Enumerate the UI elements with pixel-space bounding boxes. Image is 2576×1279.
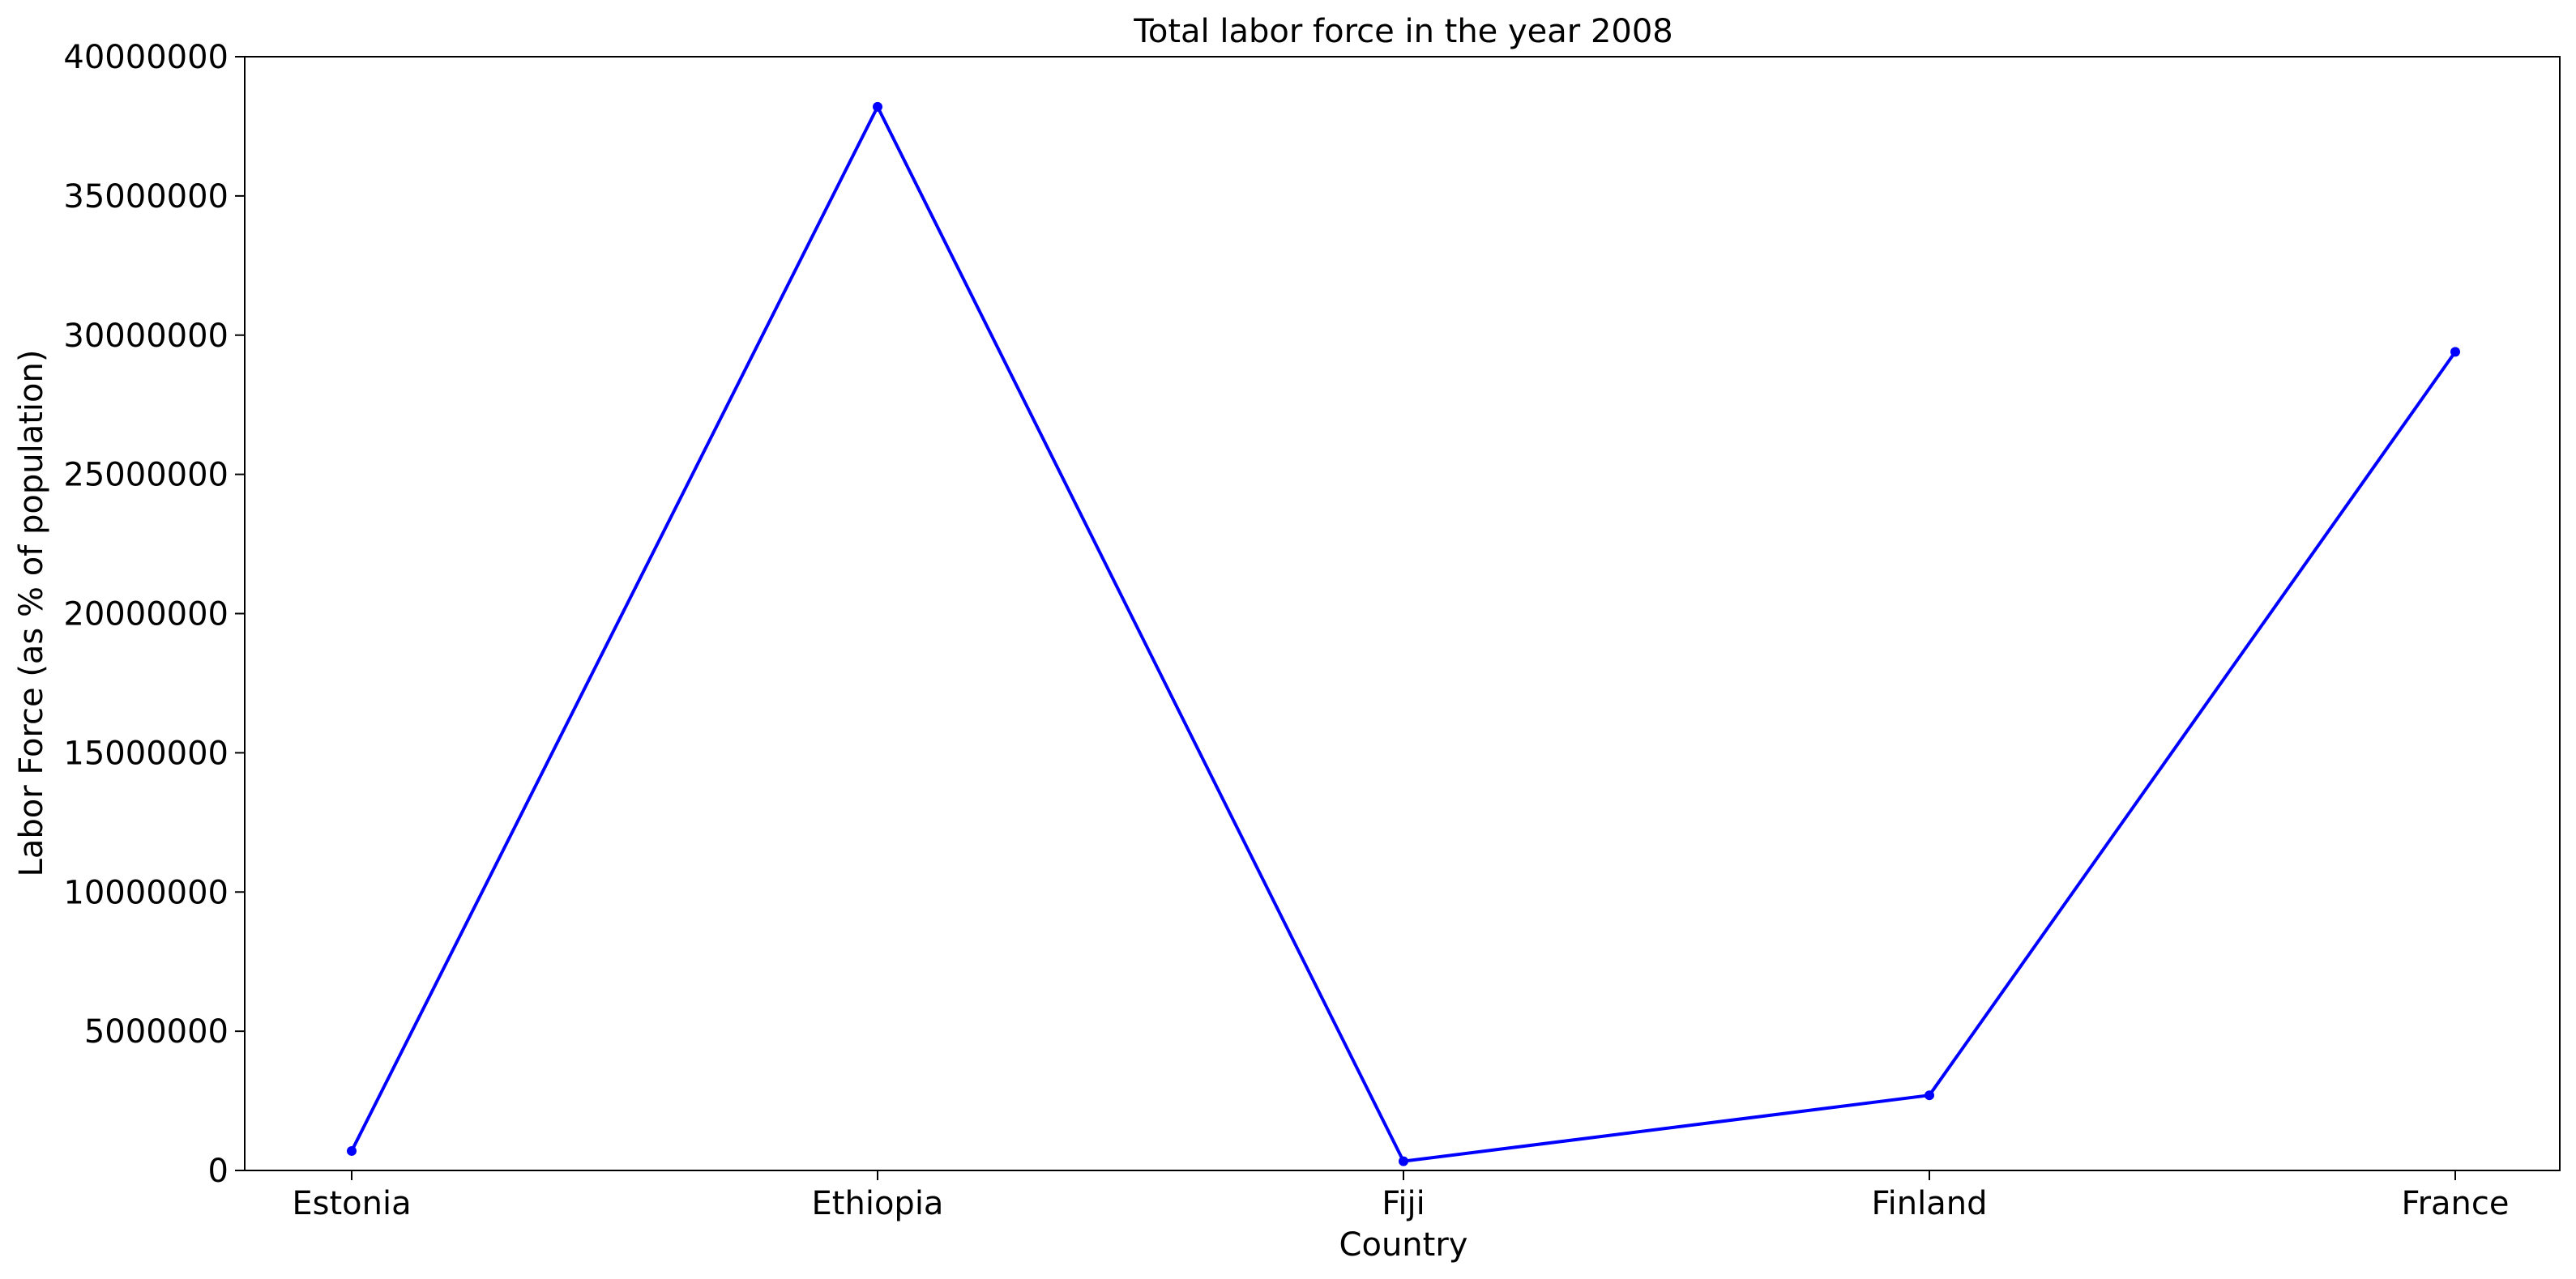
data-point	[873, 101, 882, 112]
y-tick-label: 5000000	[84, 1013, 229, 1051]
plot-frame	[244, 56, 2561, 1171]
y-tick-label: 15000000	[63, 735, 229, 772]
y-axis-label: Labor Force (as % of population)	[13, 350, 50, 877]
x-tick-label: Fiji	[1382, 1185, 1425, 1222]
series-layer	[347, 101, 2460, 1166]
y-tick-label: 20000000	[63, 596, 229, 633]
x-tick-label: Estonia	[292, 1185, 411, 1222]
y-axis: 0 5000000 10000000 15000000 20000000 25000000…	[63, 39, 245, 1190]
y-tick-label: 35000000	[63, 178, 229, 215]
chart-title: Total labor force in the year 2008	[1133, 13, 1673, 50]
y-tick-label: 30000000	[63, 318, 229, 355]
x-axis: Estonia Ethiopia Fiji Finland France	[292, 1170, 2510, 1222]
y-tick-label: 10000000	[63, 874, 229, 911]
y-tick-label: 0	[208, 1153, 229, 1190]
x-tick-label: France	[2401, 1185, 2509, 1222]
data-point	[1399, 1156, 1408, 1166]
data-point	[347, 1145, 357, 1156]
data-point	[2450, 347, 2460, 357]
data-point	[1925, 1090, 1934, 1101]
series-line	[350, 104, 2457, 1163]
x-tick-label: Ethiopia	[812, 1185, 944, 1222]
y-tick-label: 40000000	[63, 39, 229, 76]
x-tick-label: Finland	[1872, 1185, 1988, 1222]
y-tick-label: 25000000	[63, 457, 229, 494]
x-axis-label: Country	[1339, 1226, 1468, 1264]
